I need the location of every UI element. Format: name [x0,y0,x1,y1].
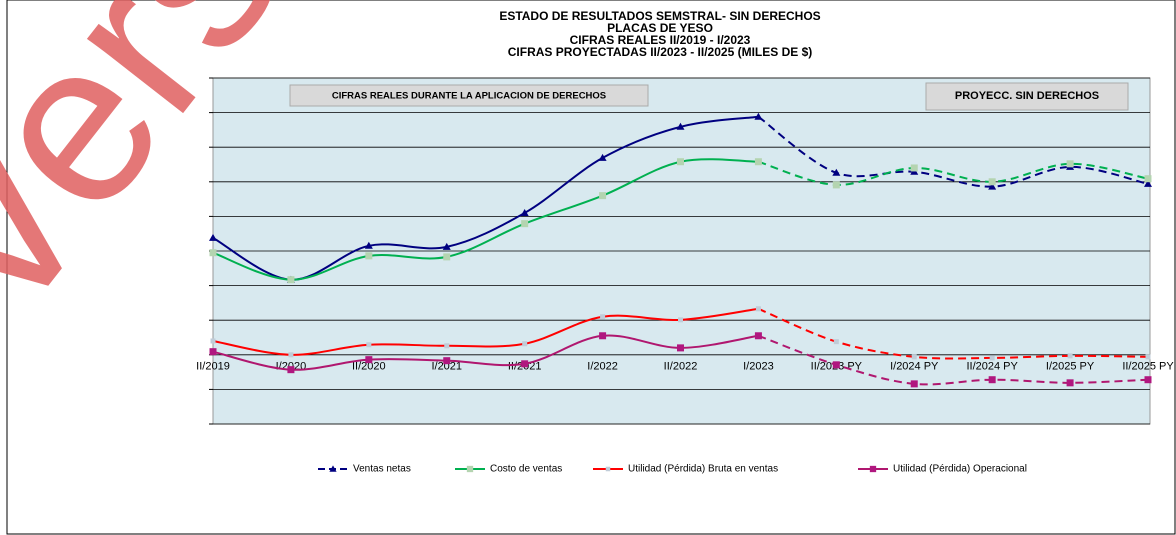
marker [869,465,877,473]
marker [832,361,840,369]
marker [989,355,995,361]
series-line [212,307,759,356]
marker [600,314,606,320]
marker [988,178,996,186]
marker [910,164,918,172]
x-tick-label: II/2019 [196,361,230,373]
annotation: PROYECC. SIN DERECHOS [955,90,1099,102]
series-line [212,334,759,371]
marker [910,380,918,388]
marker [677,344,684,352]
annotation: CIFRAS REALES DURANTE LA APLICACION DE D… [332,91,606,102]
series-line [758,334,1149,386]
series-line [757,115,1149,188]
marker [443,357,451,365]
legend-item: Ventas netas [318,464,411,475]
marker [754,158,762,166]
marker [754,112,763,120]
title-line: PLACAS DE YESO [607,21,713,35]
marker [605,466,611,472]
marker [1144,175,1152,183]
marker [209,249,217,257]
marker [1066,379,1074,387]
frame [6,0,1176,535]
x-tick-label: II/2020 [352,361,386,373]
marker [287,366,295,374]
marker [754,332,762,340]
marker [678,317,683,323]
x-tick-label: I/2025 PY [1046,361,1095,373]
marker [288,352,294,358]
legend-item: Utilidad (Pérdida) Bruta en ventas [593,464,778,475]
series-line [758,307,1149,360]
marker [988,182,997,190]
legend-label: Ventas netas [353,464,411,475]
x-tick-label: I/2024 PY [890,361,939,373]
marker [1144,376,1152,384]
x-tick-label: II/2025 PY [1122,361,1174,373]
marker [1144,179,1152,187]
marker [287,276,295,284]
marker [209,233,217,241]
legend-item: Utilidad (Pérdida) Operacional [858,464,1027,475]
marker [329,465,337,472]
marker [443,253,451,261]
legend-label: Utilidad (Pérdida) Operacional [893,464,1027,475]
x-tick-label: I/2023 [743,361,774,373]
x-tick-label: I/2022 [587,361,618,373]
x-tick-label: II/2024 PY [966,361,1018,373]
marker [364,241,373,249]
marker [833,339,839,345]
marker [442,242,451,250]
marker [599,192,607,200]
marker [210,338,216,344]
marker [599,332,607,340]
marker [365,356,373,364]
marker [444,343,450,349]
title-line: CIFRAS REALES II/2019 - I/2023 [570,33,751,47]
marker [832,168,841,176]
marker [1066,160,1074,168]
marker [520,208,529,216]
x-tick-label: II/2022 [664,361,698,373]
marker [521,220,529,228]
annotation-box [289,84,649,107]
series-line [212,158,759,281]
legend-item: Costo de ventas [455,464,562,475]
marker [366,342,372,348]
marker [676,122,685,130]
marker [911,354,917,360]
marker [832,181,840,189]
title-line: ESTADO DE RESULTADOS SEMSTRAL- SIN DEREC… [499,9,820,23]
marker [755,306,761,312]
marker [598,153,607,161]
x-tick-label: I/2021 [431,361,462,373]
legend-label: Costo de ventas [490,464,562,475]
marker [522,341,528,347]
marker [209,348,217,356]
marker [466,465,474,473]
marker [521,360,529,368]
series-line [758,160,1149,186]
marker [1067,353,1073,359]
annotation-box [925,82,1129,111]
marker [365,252,373,260]
marker [988,376,996,384]
legend-label: Utilidad (Pérdida) Bruta en ventas [628,464,778,475]
marker [1145,354,1151,360]
title-line: CIFRAS PROYECTADAS II/2023 - II/2025 (MI… [508,45,813,59]
marker [677,158,684,166]
